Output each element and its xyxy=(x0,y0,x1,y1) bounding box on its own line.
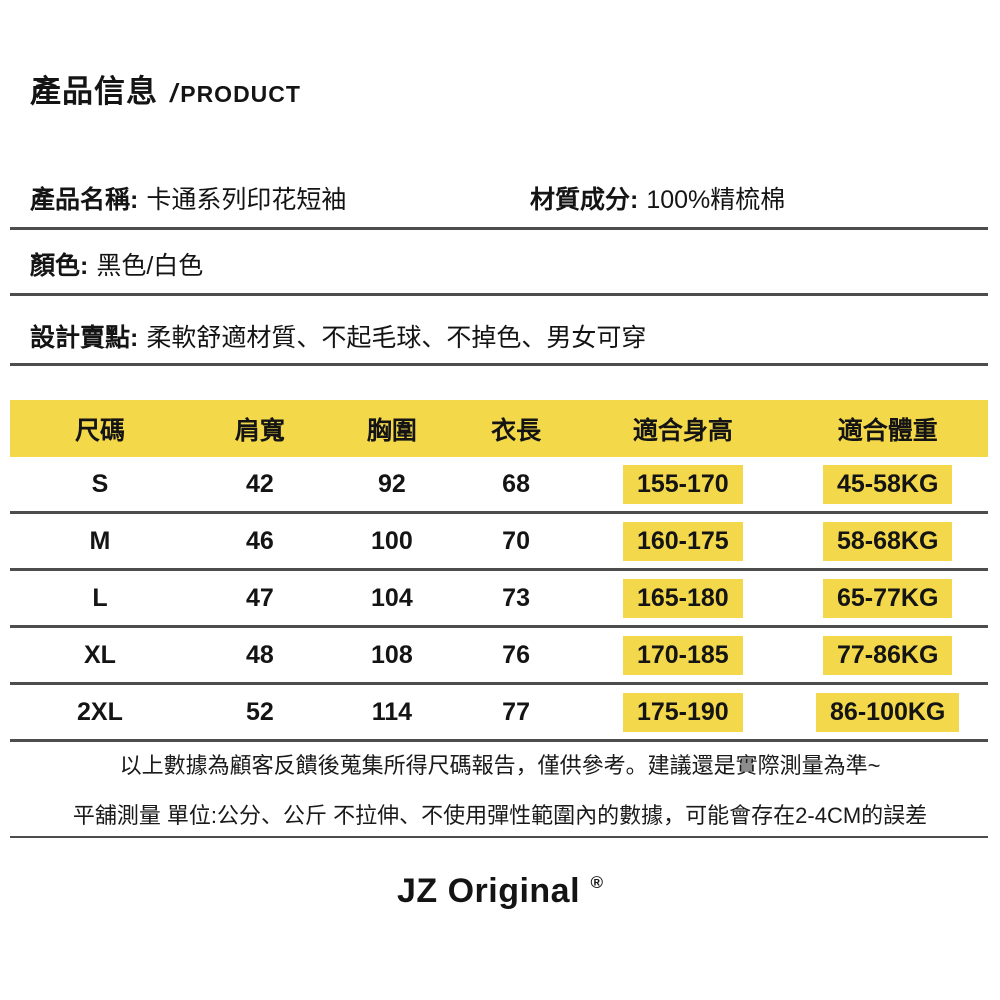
chest-value: 104 xyxy=(371,583,413,612)
weight-range-badge: 65-77KG xyxy=(822,578,953,618)
material-pair: 材質成分: 100%精梳棉 xyxy=(530,180,785,216)
shoulder-value: 52 xyxy=(245,697,274,726)
info-row-selling-points: 設計賣點: 柔軟舒適材質、不起毛球、不掉色、男女可穿 xyxy=(30,318,970,354)
chest-value: 100 xyxy=(371,526,413,555)
length-value: 68 xyxy=(502,469,530,498)
height-range-badge: 160-175 xyxy=(622,521,743,561)
registered-trademark-symbol: ® xyxy=(590,873,604,892)
selling-points-value: 柔軟舒適材質、不起毛球、不掉色、男女可穿 xyxy=(146,324,647,352)
col-header-weight: 適合體重 xyxy=(837,416,938,445)
size-table-header: 尺碼 肩寬 胸圍 衣長 適合身高 適合體重 xyxy=(10,400,988,457)
col-header-shoulder: 肩寬 xyxy=(234,416,285,445)
measurement-note: 平舖測量 單位:公分、公斤 不拉伸、不使用彈性範圍內的數據，可能會存在2-4CM… xyxy=(72,803,928,828)
size-table: 尺碼 肩寬 胸圍 衣長 適合身高 適合體重 S 42 92 68 155-170… xyxy=(10,400,988,742)
material-value: 100%精梳棉 xyxy=(646,186,786,214)
weight-range-badge: 77-86KG xyxy=(822,635,953,675)
selling-points-label: 設計賣點: xyxy=(30,324,139,352)
shoulder-value: 47 xyxy=(245,583,274,612)
info-row-name-material: 產品名稱: 卡通系列印花短袖 材質成分: 100%精梳棉 xyxy=(30,180,970,216)
color-pair: 顏色: 黑色/白色 xyxy=(30,246,203,282)
size-report-note: 以上數據為顧客反饋後蒐集所得尺碼報告，僅供參考。建議還是實際測量為準~ xyxy=(119,753,881,778)
page-title: 產品信息 / PRODUCT xyxy=(30,66,301,111)
title-slash-mark: / xyxy=(170,78,178,108)
height-range-badge: 155-170 xyxy=(622,464,743,504)
height-range-badge: 170-185 xyxy=(622,635,743,675)
table-row-m: M 46 100 70 160-175 58-68KG xyxy=(10,514,988,571)
length-value: 77 xyxy=(502,697,530,726)
divider xyxy=(10,363,988,366)
divider xyxy=(10,293,988,296)
size-value: L xyxy=(92,583,108,612)
divider xyxy=(10,227,988,230)
material-label: 材質成分: xyxy=(530,186,639,214)
color-label: 顏色: xyxy=(30,252,89,280)
col-header-height: 適合身高 xyxy=(632,416,733,445)
shoulder-value: 48 xyxy=(245,640,274,669)
height-range-badge: 175-190 xyxy=(622,692,743,732)
length-value: 73 xyxy=(502,583,530,612)
height-range-badge: 165-180 xyxy=(622,578,743,618)
selling-points-pair: 設計賣點: 柔軟舒適材質、不起毛球、不掉色、男女可穿 xyxy=(30,318,646,354)
color-value: 黑色/白色 xyxy=(96,252,204,280)
col-header-chest: 胸圍 xyxy=(366,416,417,445)
divider xyxy=(10,836,988,838)
length-value: 70 xyxy=(502,526,530,555)
length-value: 76 xyxy=(502,640,530,669)
size-value: M xyxy=(89,526,111,555)
chest-value: 92 xyxy=(377,469,406,498)
size-value: 2XL xyxy=(77,697,123,726)
shoulder-value: 42 xyxy=(245,469,274,498)
shoulder-value: 46 xyxy=(245,526,274,555)
weight-range-badge: 45-58KG xyxy=(822,464,953,504)
weight-range-badge: 58-68KG xyxy=(822,521,953,561)
table-row-2xl: 2XL 52 114 77 175-190 86-100KG xyxy=(10,685,988,742)
product-name-pair: 產品名稱: 卡通系列印花短袖 xyxy=(30,180,346,216)
product-name-label: 產品名稱: xyxy=(30,186,139,214)
info-row-color: 顏色: 黑色/白色 xyxy=(30,246,970,282)
col-header-length: 衣長 xyxy=(491,416,542,445)
brand-logo-text: JZ Original xyxy=(396,872,581,910)
weight-range-badge: 86-100KG xyxy=(816,692,960,732)
table-row-xl: XL 48 108 76 170-185 77-86KG xyxy=(10,628,988,685)
page-title-en: PRODUCT xyxy=(180,81,301,107)
size-value: XL xyxy=(83,640,116,669)
chest-value: 108 xyxy=(371,640,413,669)
table-row-s: S 42 92 68 155-170 45-58KG xyxy=(10,457,988,514)
col-header-size: 尺碼 xyxy=(74,416,125,445)
product-name-value: 卡通系列印花短袖 xyxy=(146,186,347,214)
chest-value: 114 xyxy=(371,697,413,726)
size-value: S xyxy=(91,469,109,498)
footer: JZ Original ® xyxy=(0,872,1000,911)
table-row-l: L 47 104 73 165-180 65-77KG xyxy=(10,571,988,628)
page-title-zh: 產品信息 xyxy=(30,74,158,109)
